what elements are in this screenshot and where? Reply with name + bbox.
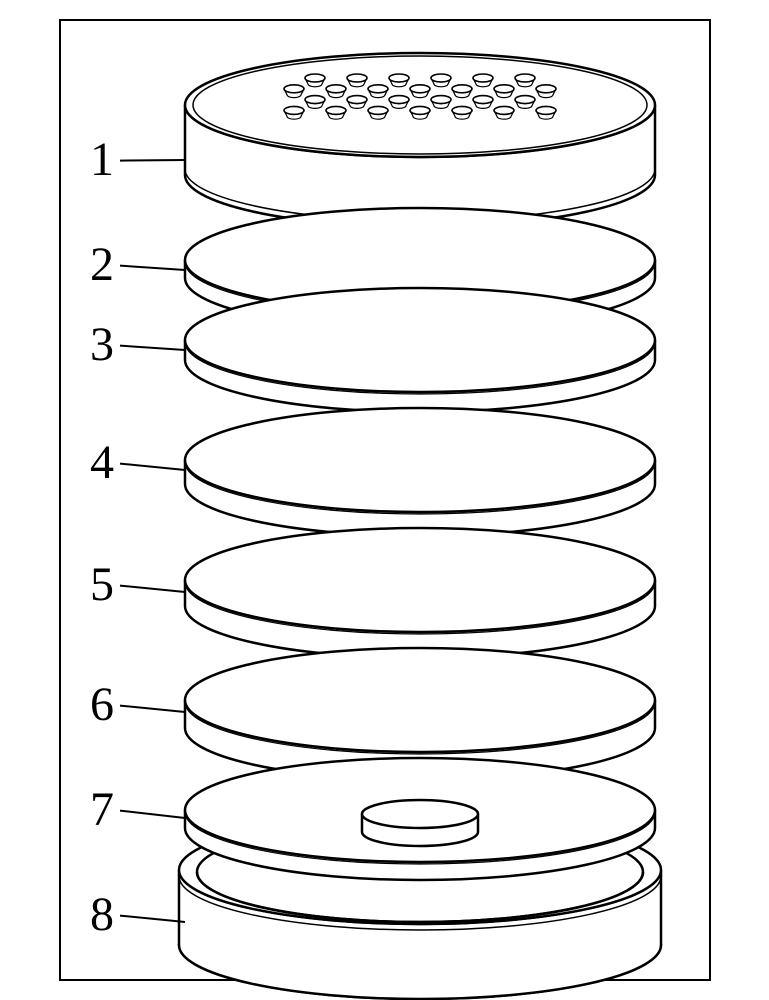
label-6: 6: [90, 678, 114, 731]
label-7: 7: [90, 783, 114, 836]
part-4: [185, 408, 655, 536]
label-3: 3: [90, 318, 114, 371]
label-1: 1: [90, 133, 114, 186]
label-4: 4: [90, 436, 114, 489]
exploded-diagram: 1 2 3 4 5 6 7 8: [0, 0, 769, 1000]
label-5: 5: [90, 558, 114, 611]
part-5: [185, 528, 655, 658]
part-1: [185, 53, 655, 227]
label-8: 8: [90, 888, 114, 941]
label-2: 2: [90, 238, 114, 291]
part-3: [185, 288, 655, 412]
part-7: [185, 758, 655, 880]
